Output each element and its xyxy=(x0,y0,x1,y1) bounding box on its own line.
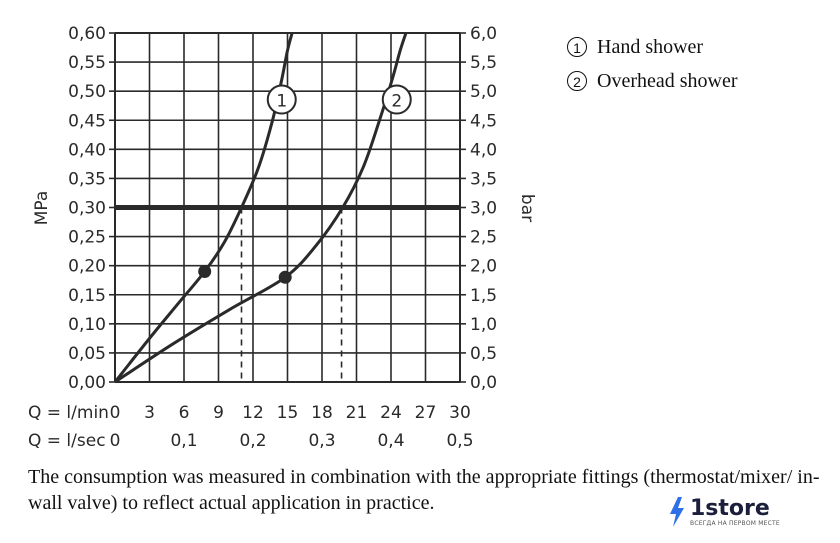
y-tick-label-left: 0,30 xyxy=(68,199,106,219)
watermark-logo: 1store ВСЕГДА НА ПЕРВОМ МЕСТЕ xyxy=(668,494,828,530)
x-tick-label-lmin: 18 xyxy=(311,403,333,423)
y-tick-label-left: 0,15 xyxy=(68,286,106,306)
x-tick-label-lmin: 9 xyxy=(213,403,224,423)
x-tick-label-lmin: 27 xyxy=(415,403,437,423)
y-tick-label-left: 0,00 xyxy=(68,373,106,393)
series-1-line xyxy=(113,32,294,383)
series-1-label: 1 xyxy=(276,92,287,112)
y-tick-label-right: 3,0 xyxy=(470,199,497,219)
x-tick-label-lmin: 0 xyxy=(110,403,121,423)
x-tick-label-lmin: 6 xyxy=(179,403,190,423)
watermark-subtitle: ВСЕГДА НА ПЕРВОМ МЕСТЕ xyxy=(690,519,780,527)
y-tick-label-left: 0,40 xyxy=(68,140,106,160)
y-tick-label-right: 0,0 xyxy=(470,373,497,393)
y-tick-label-left: 0,10 xyxy=(68,315,106,335)
x-axis: 0 3 6 9 12 15 18 21 24 27 30 0 0,1 0,2 0,3 0,4 0,5 xyxy=(110,403,474,451)
x-tick-label-lmin: 15 xyxy=(277,403,299,423)
series-1-marker xyxy=(198,264,212,278)
chart: 0,000,050,100,150,200,250,300,350,400,45… xyxy=(28,24,537,451)
legend-label-1: Hand shower xyxy=(597,35,704,58)
x-tick-label-lsec: 0,2 xyxy=(239,431,266,451)
y-tick-label-left: 0,20 xyxy=(68,257,106,277)
legend-item-hand-shower: 1 Hand shower xyxy=(567,30,738,64)
x-tick-label-lmin: 12 xyxy=(242,403,264,423)
legend-number-2: 2 xyxy=(567,71,587,91)
footnote-text: The consumption was measured in combinat… xyxy=(28,466,820,514)
x-tick-label-lmin: 24 xyxy=(380,403,402,423)
y-tick-label-right: 1,0 xyxy=(470,315,497,335)
y-tick-label-right: 3,5 xyxy=(470,169,497,189)
y-axis-right: 0,0 0,5 1,0 1,5 2,0 2,5 3,0 3,5 4,0 4,5 5,0 5,5 6,0 xyxy=(460,24,497,393)
x-row-label-lsec: Q = l/sec xyxy=(28,431,106,451)
y-tick-label-left: 0,35 xyxy=(68,169,106,189)
legend: 1 Hand shower 2 Overhead shower xyxy=(567,30,738,98)
legend-item-overhead-shower: 2 Overhead shower xyxy=(567,64,738,98)
x-row-label-lmin: Q = l/min xyxy=(28,403,109,423)
y-tick-label-right: 5,0 xyxy=(470,82,497,102)
y-tick-label-left: 0,45 xyxy=(68,111,106,131)
y-tick-label-right: 4,0 xyxy=(470,140,497,160)
y-tick-label-right: 0,5 xyxy=(470,344,497,364)
y-tick-label-left: 0,05 xyxy=(68,344,106,364)
y-tick-label-left: 0,60 xyxy=(68,24,106,44)
bolt-icon xyxy=(670,497,684,527)
series-2-label-circle xyxy=(381,84,412,115)
x-tick-label-lmin: 21 xyxy=(346,403,368,423)
y-axis-title-right: bar xyxy=(517,194,537,222)
y-tick-label-right: 2,5 xyxy=(470,228,497,248)
legend-number-1: 1 xyxy=(567,37,587,57)
series-2-marker xyxy=(278,270,292,284)
y-axis-left: 0,00 0,05 0,10 0,15 0,20 0,25 0,30 0,35 0,40 0,45… xyxy=(68,24,115,393)
series-1-label-circle xyxy=(266,84,297,115)
series-2-label: 2 xyxy=(391,92,402,112)
series-2-line xyxy=(114,32,408,384)
y-tick-label-right: 2,0 xyxy=(470,257,497,277)
x-tick-label-lmin: 3 xyxy=(144,403,155,423)
y-tick-label-left: 0,55 xyxy=(68,53,106,73)
chart-grid xyxy=(114,32,461,383)
y-tick-label-right: 1,5 xyxy=(470,286,497,306)
y-tick-label-left: 0,50 xyxy=(68,82,106,102)
x-tick-label-lsec: 0,3 xyxy=(308,431,335,451)
y-tick-label-right: 5,5 xyxy=(470,53,497,73)
legend-label-2: Overhead shower xyxy=(597,69,738,92)
x-tick-label-lsec: 0 xyxy=(110,431,121,451)
x-tick-label-lmin: 30 xyxy=(449,403,471,423)
x-tick-label-lsec: 0,1 xyxy=(170,431,197,451)
y-tick-label-right: 6,0 xyxy=(470,24,497,44)
watermark-title: 1store xyxy=(690,495,770,521)
x-tick-label-lsec: 0,4 xyxy=(377,431,404,451)
x-tick-label-lsec: 0,5 xyxy=(446,431,473,451)
y-tick-label-right: 4,5 xyxy=(470,111,497,131)
y-tick-label-left: 0,25 xyxy=(68,228,106,248)
y-axis-title-left: MPa xyxy=(32,191,52,226)
